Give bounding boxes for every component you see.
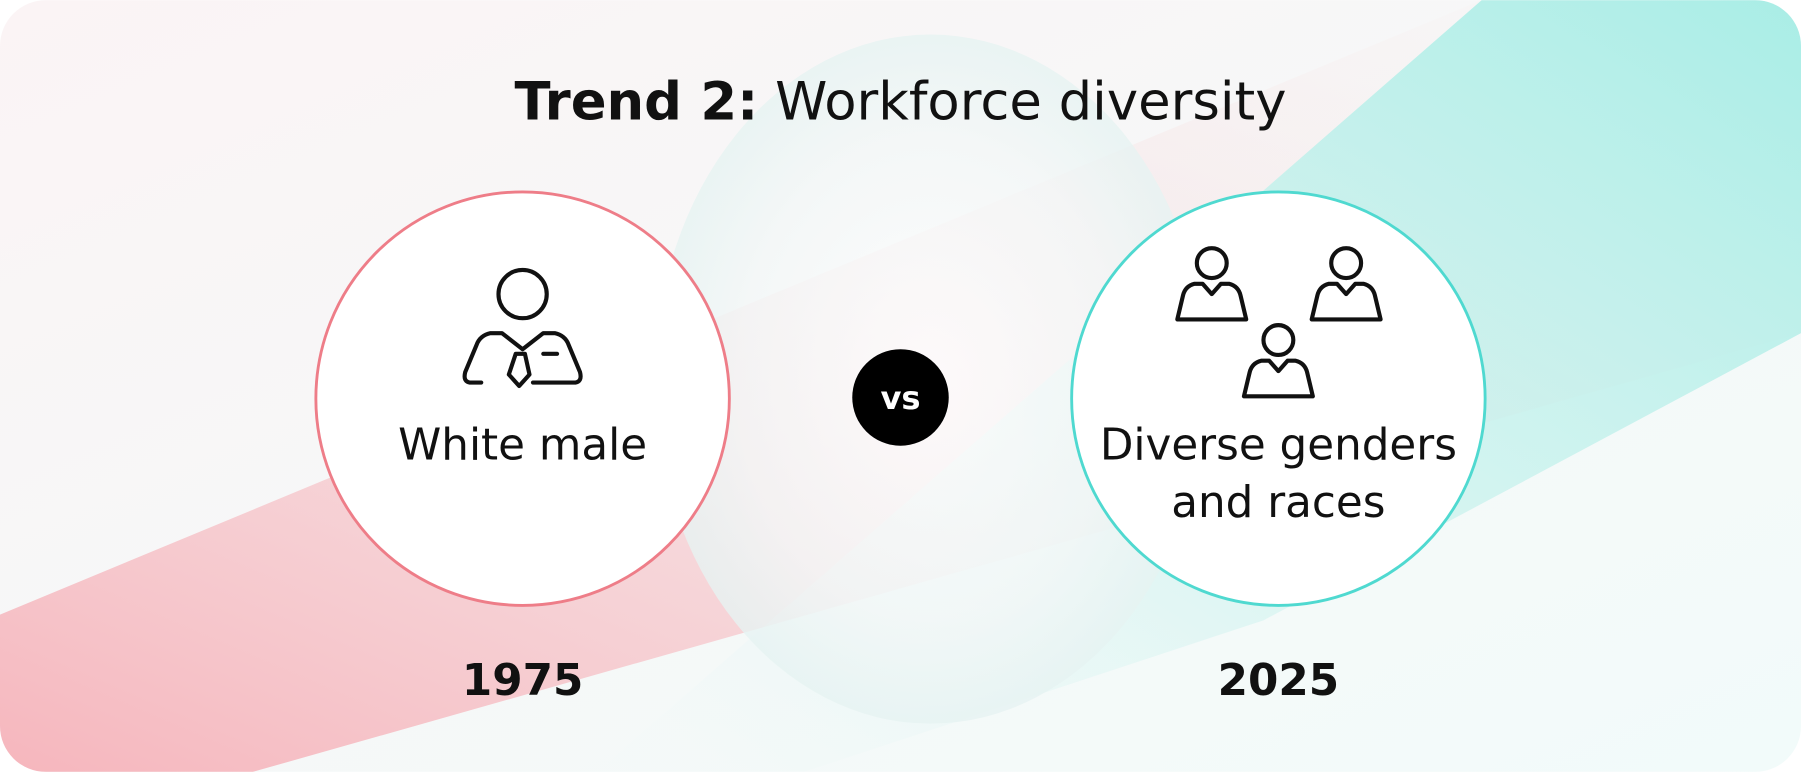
- title: Trend 2: Workforce diversity: [514, 72, 1286, 133]
- left-circle: [314, 190, 731, 607]
- right-year: 2025: [1218, 655, 1339, 706]
- title-bold: Trend 2:: [514, 72, 758, 133]
- vs-badge: [852, 349, 949, 446]
- right-label-line: Diverse genders: [1100, 420, 1457, 471]
- left-year: 1975: [462, 655, 583, 706]
- vs-text: vs: [880, 379, 920, 417]
- person-icon: [462, 267, 583, 389]
- left-label: White male: [398, 420, 647, 471]
- right-label-line: and races: [1171, 477, 1385, 528]
- title-regular: Workforce diversity: [775, 72, 1286, 133]
- right-circle: [1070, 190, 1487, 607]
